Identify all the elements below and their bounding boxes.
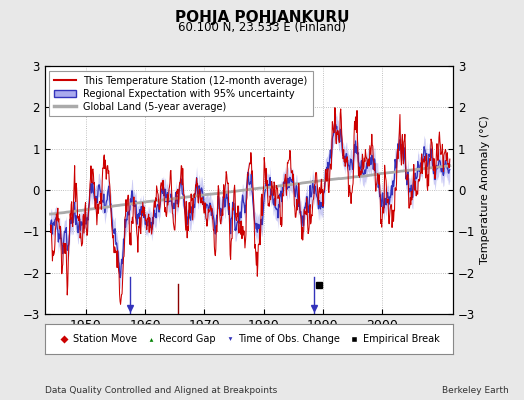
Text: POHJA POHJANKURU: POHJA POHJANKURU <box>174 10 350 25</box>
Legend: Station Move, Record Gap, Time of Obs. Change, Empirical Break: Station Move, Record Gap, Time of Obs. C… <box>59 334 439 344</box>
Legend: This Temperature Station (12-month average), Regional Expectation with 95% uncer: This Temperature Station (12-month avera… <box>49 71 312 116</box>
Text: Data Quality Controlled and Aligned at Breakpoints: Data Quality Controlled and Aligned at B… <box>45 386 277 395</box>
Y-axis label: Temperature Anomaly (°C): Temperature Anomaly (°C) <box>479 116 489 264</box>
Text: 60.100 N, 23.533 E (Finland): 60.100 N, 23.533 E (Finland) <box>178 21 346 34</box>
Text: Berkeley Earth: Berkeley Earth <box>442 386 508 395</box>
